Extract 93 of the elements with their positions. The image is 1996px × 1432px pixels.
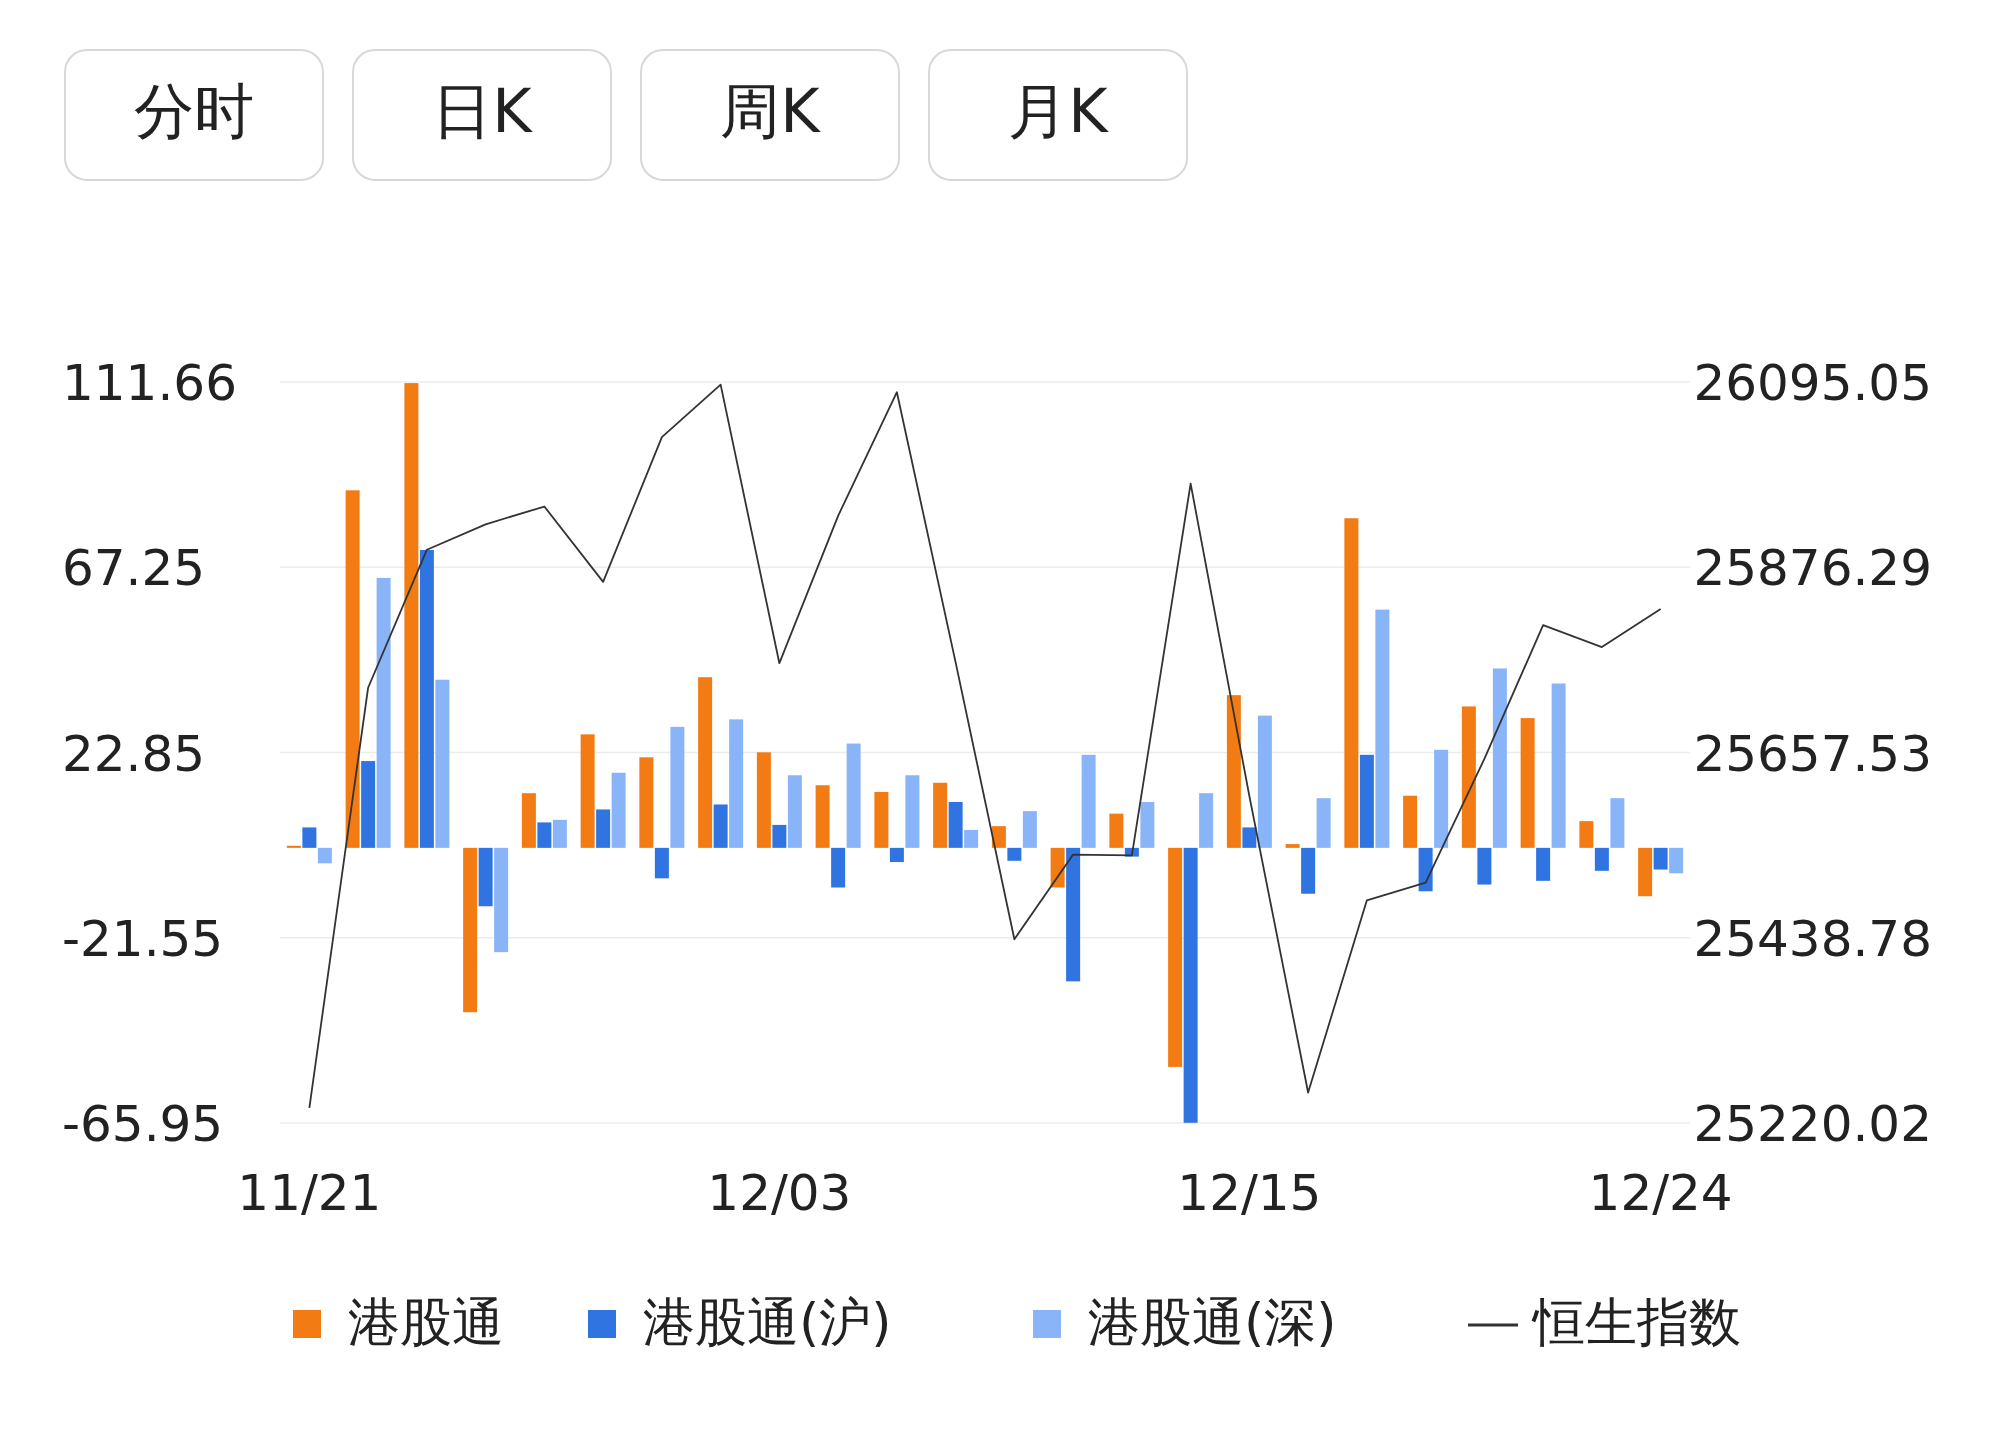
bar xyxy=(1168,847,1183,1067)
bar xyxy=(815,785,830,848)
bar xyxy=(286,845,301,848)
bar xyxy=(1226,695,1241,848)
bar xyxy=(713,804,728,848)
legend-label: 港股通(沪) xyxy=(643,1292,892,1352)
x-tick-label: 12/03 xyxy=(707,1164,852,1222)
bar xyxy=(1477,847,1492,885)
bar xyxy=(537,822,552,848)
button: 周K xyxy=(640,49,900,181)
bar xyxy=(1022,811,1037,848)
bar xyxy=(1653,847,1668,870)
bar xyxy=(1109,813,1124,848)
bar xyxy=(846,743,861,848)
bar xyxy=(1140,801,1155,848)
bar xyxy=(1551,683,1566,848)
bar xyxy=(1403,795,1418,848)
bar xyxy=(1285,844,1300,848)
y2-tick-label: 25220.02 xyxy=(1693,1095,1932,1153)
y2-tick-label: 26095.05 xyxy=(1693,354,1932,412)
y2-tick-label: 25657.53 xyxy=(1693,724,1932,783)
bar xyxy=(404,383,419,848)
bar xyxy=(1536,847,1551,881)
bar xyxy=(1418,847,1433,892)
bar xyxy=(670,726,685,848)
bar xyxy=(345,490,360,848)
bar xyxy=(435,679,450,848)
y-tick-label: -65.95 xyxy=(62,1095,224,1153)
bar xyxy=(1050,847,1065,888)
y-tick-label: 111.66 xyxy=(62,354,237,412)
bar xyxy=(991,826,1006,848)
bar xyxy=(1242,827,1257,848)
legend-label: 恒生指数 xyxy=(1531,1292,1741,1352)
bar xyxy=(1461,706,1476,848)
bar xyxy=(889,847,904,863)
bar xyxy=(1492,668,1507,848)
bar xyxy=(831,847,846,888)
bar xyxy=(1520,718,1535,848)
bar xyxy=(729,719,744,848)
bar xyxy=(419,549,434,848)
button: 日K xyxy=(352,49,612,181)
bar xyxy=(905,775,920,848)
bar xyxy=(772,824,787,848)
bar xyxy=(1301,847,1316,894)
bar xyxy=(596,809,611,848)
bar xyxy=(1316,798,1331,848)
bar xyxy=(478,847,493,907)
y-tick-label: 22.85 xyxy=(62,724,206,783)
bar xyxy=(463,847,478,1013)
y-tick-label: 67.25 xyxy=(62,539,206,598)
x-tick-label: 12/24 xyxy=(1588,1164,1733,1222)
bar xyxy=(1579,821,1594,848)
bar xyxy=(1199,793,1214,848)
bar xyxy=(639,757,654,848)
bar xyxy=(494,847,509,953)
bar xyxy=(552,819,567,848)
bar xyxy=(1007,847,1022,861)
bar xyxy=(933,782,948,848)
bar xyxy=(521,793,536,848)
bar xyxy=(1594,847,1609,871)
bar xyxy=(1081,754,1096,848)
bar xyxy=(1359,754,1374,848)
bar xyxy=(874,791,889,848)
bar xyxy=(787,775,802,848)
bar xyxy=(302,827,317,848)
bar xyxy=(1669,847,1684,874)
bar xyxy=(1344,518,1359,848)
bar xyxy=(1375,609,1390,848)
button: 分时 xyxy=(64,49,324,181)
bar xyxy=(698,677,713,848)
bar xyxy=(376,577,391,848)
bar xyxy=(611,772,626,848)
x-tick-label: 11/21 xyxy=(237,1164,382,1222)
bar xyxy=(580,734,595,848)
bar xyxy=(1257,715,1272,848)
bar xyxy=(1434,749,1449,848)
bar xyxy=(1610,798,1625,848)
bar xyxy=(964,829,979,848)
bar xyxy=(1638,847,1653,897)
legend-label: 港股通(深) xyxy=(1088,1292,1337,1352)
bar xyxy=(756,752,771,848)
bar xyxy=(1183,847,1198,1123)
y2-tick-label: 25876.29 xyxy=(1693,539,1932,598)
y-tick-label: -21.55 xyxy=(62,909,224,968)
button: 月K xyxy=(928,49,1188,181)
bar xyxy=(654,847,669,879)
bar xyxy=(948,801,963,848)
legend-label: 港股通 xyxy=(348,1292,504,1352)
bar xyxy=(361,761,376,848)
bar xyxy=(317,847,332,864)
bar xyxy=(1066,847,1081,982)
y2-tick-label: 25438.78 xyxy=(1693,909,1932,968)
x-tick-label: 12/15 xyxy=(1177,1164,1322,1222)
